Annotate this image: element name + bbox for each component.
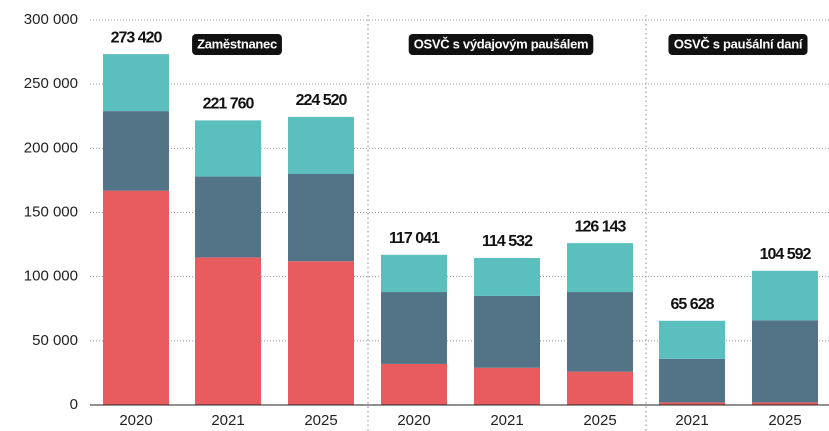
bar-segment [288, 261, 354, 405]
bar-segment [659, 358, 725, 403]
bar-segment [659, 320, 725, 359]
total-label: 104 592 [760, 246, 812, 263]
bar-segment [195, 257, 261, 405]
bar-segment [103, 111, 169, 191]
bar-segment [659, 402, 725, 405]
x-tick-label: 2020 [397, 412, 430, 429]
bar-segment [288, 116, 354, 174]
x-tick-label: 2021 [211, 412, 244, 429]
bar-segment [103, 190, 169, 405]
y-tick-label: 250 000 [24, 75, 78, 92]
y-tick-label: 150 000 [24, 203, 78, 220]
bar-segment [381, 292, 447, 364]
total-label: 117 041 [389, 230, 440, 247]
y-tick-label: 200 000 [24, 139, 78, 156]
bar-segment [474, 258, 540, 296]
group-label: OSVČ s paušální daní [674, 36, 803, 51]
y-tick-label: 50 000 [32, 332, 78, 349]
x-tick-label: 2025 [583, 412, 616, 429]
bar-segment [752, 402, 818, 405]
bar-segment [752, 270, 818, 321]
x-tick-label: 2025 [768, 412, 801, 429]
bar-segment [474, 295, 540, 368]
x-tick-label: 2020 [119, 412, 152, 429]
bar-segment [567, 371, 633, 405]
total-label: 221 760 [203, 96, 255, 113]
y-tick-label: 300 000 [24, 11, 78, 28]
total-label: 65 628 [671, 296, 715, 313]
x-tick-label: 2021 [490, 412, 523, 429]
bar-segment [474, 367, 540, 405]
group-label: OSVČ s výdajovým paušálem [414, 36, 589, 51]
group-label: Zaměstnanec [197, 36, 277, 51]
bar-segment [381, 254, 447, 293]
y-tick-label: 0 [70, 396, 78, 413]
group-label-box [408, 34, 594, 55]
bar-segment [103, 54, 169, 112]
bar-segment [752, 320, 818, 403]
total-label: 273 420 [111, 29, 163, 46]
total-label: 224 520 [296, 92, 348, 109]
total-label: 114 532 [482, 233, 533, 250]
bar-segment [567, 243, 633, 293]
bar-segment [195, 176, 261, 258]
group-label-box [668, 34, 808, 55]
bar-segment [195, 120, 261, 177]
bar-segment [567, 292, 633, 372]
total-label: 126 143 [575, 218, 627, 235]
x-tick-label: 2025 [304, 412, 337, 429]
bar-segment [288, 174, 354, 262]
x-tick-label: 2021 [675, 412, 708, 429]
y-tick-label: 100 000 [24, 268, 78, 285]
group-label-box [192, 34, 282, 55]
bar-segment [381, 363, 447, 405]
